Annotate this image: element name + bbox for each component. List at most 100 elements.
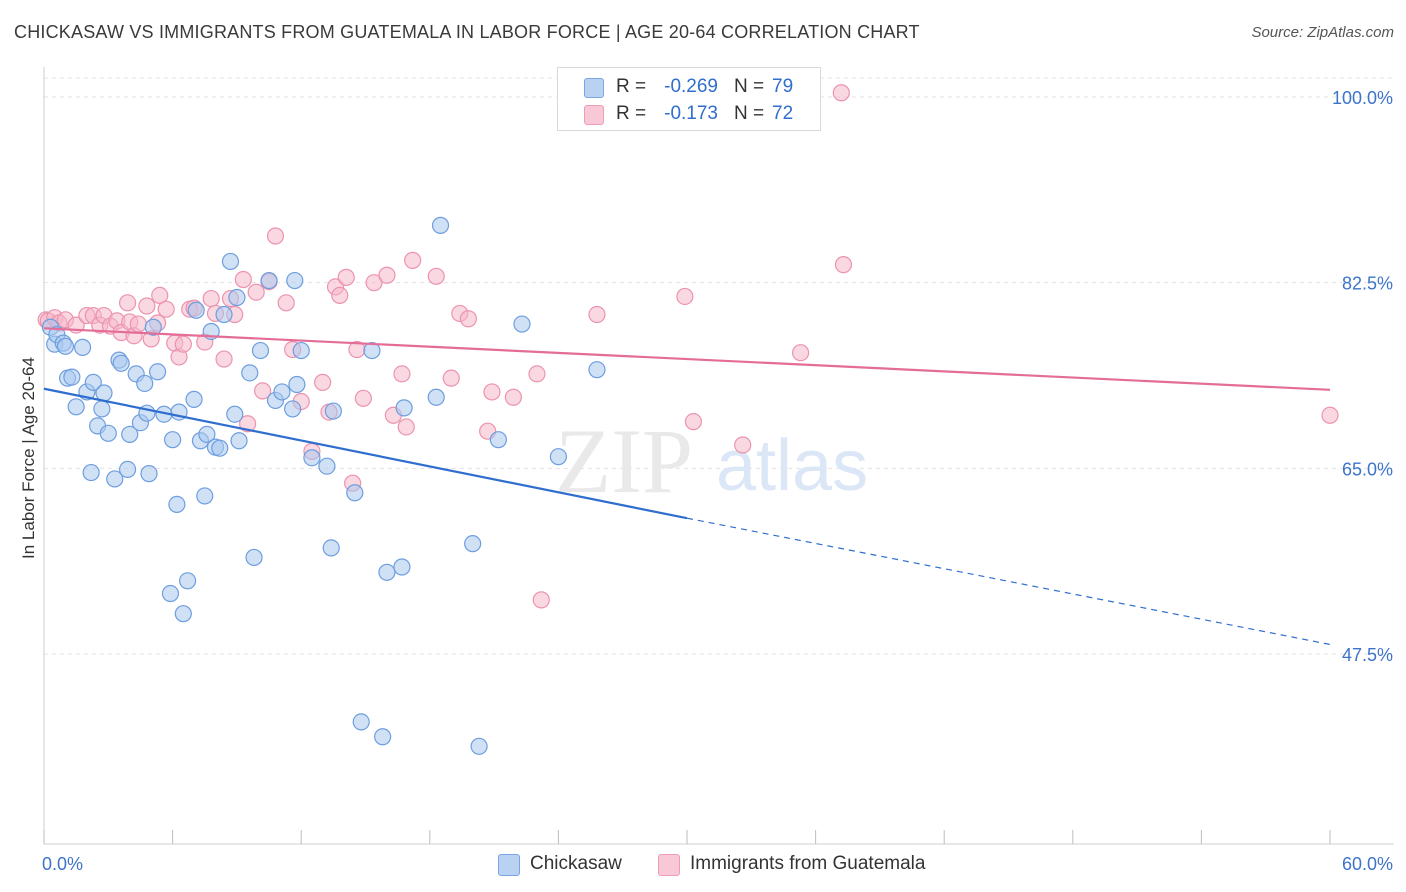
data-point-guatemala xyxy=(404,251,422,269)
legend-row-guatemala: R = -0.173 N = 72 xyxy=(558,101,820,127)
n-value: 72 xyxy=(772,103,794,124)
y-tick-label: 65.0% xyxy=(1342,459,1393,479)
data-point-chickasaw xyxy=(245,548,263,567)
data-point-chickasaw xyxy=(251,341,270,360)
data-point-chickasaw xyxy=(56,337,75,355)
data-point-guatemala xyxy=(397,418,415,436)
data-point-guatemala xyxy=(504,388,522,406)
data-point-guatemala xyxy=(588,305,606,324)
x-tick-label: 60.0% xyxy=(1342,854,1393,874)
data-point-chickasaw xyxy=(168,495,186,514)
data-point-chickasaw xyxy=(161,584,180,603)
data-point-guatemala xyxy=(337,268,355,286)
data-point-chickasaw xyxy=(198,425,216,443)
data-point-chickasaw xyxy=(352,713,370,731)
data-point-chickasaw xyxy=(427,388,445,406)
data-point-chickasaw xyxy=(226,405,244,423)
data-point-guatemala xyxy=(393,365,411,383)
data-point-chickasaw xyxy=(84,373,102,391)
data-point-chickasaw xyxy=(121,425,139,443)
data-point-guatemala xyxy=(528,365,546,383)
data-point-chickasaw xyxy=(470,737,488,755)
data-point-guatemala xyxy=(277,294,295,312)
data-point-guatemala xyxy=(354,389,372,407)
data-point-guatemala xyxy=(247,283,265,301)
data-point-chickasaw xyxy=(164,431,182,449)
data-point-chickasaw xyxy=(185,390,203,408)
data-point-guatemala xyxy=(234,270,252,289)
data-point-chickasaw xyxy=(318,457,336,475)
data-point-chickasaw xyxy=(148,363,167,381)
tick-labels: 100.0% 82.5% 65.0% 47.5% 0.0% 60.0% xyxy=(42,88,1393,874)
data-point-chickasaw xyxy=(431,216,450,234)
source-label: Source: ZipAtlas.com xyxy=(1251,24,1394,41)
data-point-chickasaw xyxy=(187,301,205,319)
data-point-chickasaw xyxy=(288,375,306,394)
data-point-chickasaw xyxy=(215,305,233,324)
legend-swatch-guatemala xyxy=(658,854,680,876)
r-label: R = xyxy=(616,103,647,124)
data-point-chickasaw xyxy=(588,361,606,379)
legend-swatch-chickasaw xyxy=(498,854,520,876)
r-value: -0.269 xyxy=(664,76,718,97)
n-label: N = xyxy=(734,76,765,97)
data-point-guatemala xyxy=(254,382,272,400)
data-point-guatemala xyxy=(834,256,853,274)
data-point-chickasaw xyxy=(513,315,531,333)
data-point-chickasaw xyxy=(241,364,259,382)
data-point-chickasaw xyxy=(136,374,154,393)
data-point-guatemala xyxy=(266,227,285,245)
data-point-chickasaw xyxy=(112,354,130,372)
data-point-guatemala xyxy=(734,436,752,454)
data-point-guatemala xyxy=(1321,406,1339,424)
legend-label-chickasaw: Chickasaw xyxy=(530,853,622,874)
data-point-chickasaw xyxy=(393,558,411,576)
data-point-chickasaw xyxy=(395,399,413,417)
data-point-guatemala xyxy=(791,344,810,362)
legend-label-guatemala: Immigrants from Guatemala xyxy=(690,853,926,874)
data-point-guatemala xyxy=(118,294,137,312)
r-label: R = xyxy=(616,76,647,97)
y-tick-label: 47.5% xyxy=(1342,645,1393,665)
data-point-chickasaw xyxy=(464,535,482,553)
data-point-chickasaw xyxy=(179,572,197,590)
y-tick-label: 82.5% xyxy=(1342,274,1393,294)
data-point-chickasaw xyxy=(221,252,240,271)
data-point-guatemala xyxy=(365,274,383,292)
data-point-guatemala xyxy=(427,267,445,285)
data-point-guatemala xyxy=(684,413,703,431)
data-point-chickasaw xyxy=(489,431,507,449)
data-point-guatemala xyxy=(459,310,477,328)
x-tick-label: 0.0% xyxy=(42,854,83,874)
data-point-chickasaw xyxy=(292,341,310,360)
legend-swatch-chickasaw xyxy=(584,78,604,98)
data-point-chickasaw xyxy=(63,368,81,386)
data-point-chickasaw xyxy=(106,470,124,488)
data-point-guatemala xyxy=(129,315,147,333)
data-point-chickasaw xyxy=(82,463,100,482)
data-point-chickasaw xyxy=(140,465,158,483)
data-point-chickasaw xyxy=(230,432,248,450)
data-point-guatemala xyxy=(151,286,169,304)
data-point-chickasaw xyxy=(73,338,92,356)
axes xyxy=(43,67,1394,845)
watermark: ZIP atlas xyxy=(555,410,868,512)
data-point-chickasaw xyxy=(144,318,162,336)
data-point-chickasaw xyxy=(260,271,278,290)
y-tick-label: 100.0% xyxy=(1332,88,1393,108)
data-point-guatemala xyxy=(483,383,501,401)
legend-row-chickasaw: R = -0.269 N = 79 xyxy=(558,74,820,100)
data-point-chickasaw xyxy=(322,539,340,557)
data-point-chickasaw xyxy=(363,341,381,360)
data-point-chickasaw xyxy=(324,402,342,420)
series-chickasaw-points xyxy=(41,216,606,755)
data-point-chickasaw xyxy=(118,460,137,478)
data-point-guatemala xyxy=(202,289,220,308)
trend-lines xyxy=(43,327,1331,646)
data-point-chickasaw xyxy=(346,484,364,502)
series-legend: Chickasaw Immigrants from Guatemala xyxy=(0,852,1406,878)
data-point-chickasaw xyxy=(196,487,214,505)
data-point-guatemala xyxy=(442,369,460,387)
data-point-chickasaw xyxy=(273,383,291,401)
